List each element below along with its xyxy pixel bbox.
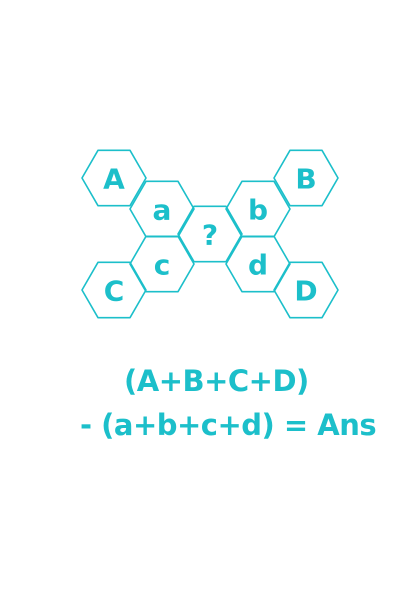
formula-line-2: - (a+b+c+d) = Ans: [80, 408, 377, 442]
formula-line-1: (A+B+C+D): [124, 364, 309, 398]
hexagon-outline: [129, 235, 195, 293]
hexagon-label: d: [248, 249, 268, 282]
hexagon-label: c: [154, 249, 171, 282]
hexagon-label: ?: [202, 219, 218, 252]
hexagon-outline: [225, 235, 291, 293]
hexagon-label: C: [104, 275, 125, 308]
hexagon-outline: [81, 261, 147, 319]
hexagon-d-lower: d: [225, 235, 291, 293]
hexagon-D-upper: D: [273, 261, 339, 319]
hexagon-question: ?: [177, 205, 243, 263]
hexagon-label: a: [153, 194, 172, 227]
hexagon-A-upper: A: [81, 149, 147, 207]
hexagon-label: D: [294, 275, 317, 308]
hexagon-outline: [81, 149, 147, 207]
hexagon-c-lower: c: [129, 235, 195, 293]
hexagon-outline: [273, 149, 339, 207]
hexagon-C-upper: C: [81, 261, 147, 319]
hexagon-outline: [177, 205, 243, 263]
hexagon-label: B: [295, 163, 316, 196]
hexagon-label: b: [248, 194, 268, 227]
hexagon-outline: [273, 261, 339, 319]
hexagon-label: A: [103, 163, 125, 196]
hexagon-B-upper: B: [273, 149, 339, 207]
